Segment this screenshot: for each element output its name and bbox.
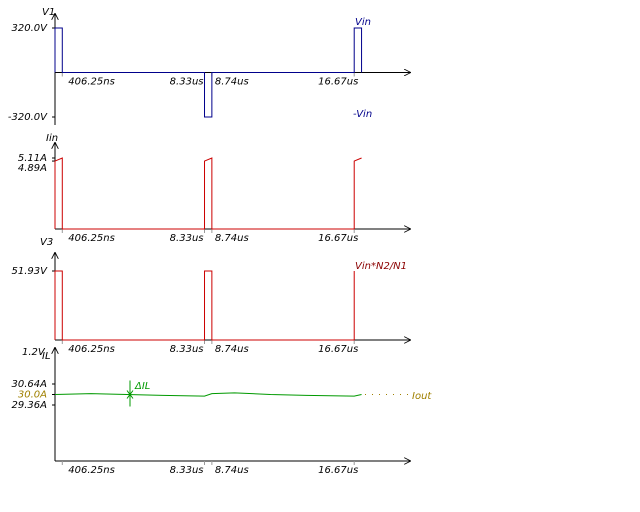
x-tick-label: 8.33us <box>170 233 204 244</box>
y-axis-label: V1 <box>42 7 55 18</box>
x-tick-label: 8.33us <box>170 465 204 476</box>
waveform <box>54 270 355 341</box>
x-tick-label: 406.25ns <box>68 465 115 476</box>
y-tick-label: 30.0A <box>18 390 47 401</box>
x-tick-label: 406.25ns <box>68 77 115 88</box>
scale-label: 1.2V <box>22 347 46 358</box>
x-tick-label: 8.74us <box>215 465 249 476</box>
y-axis-label: IL <box>42 351 51 362</box>
waveform <box>54 157 362 230</box>
x-tick-label: 8.74us <box>215 233 249 244</box>
y-axis-label: Iin <box>46 133 58 144</box>
annotation: Iout <box>412 391 432 402</box>
x-tick-label: 406.25ns <box>68 344 115 355</box>
x-tick-label: 16.67us <box>318 77 358 88</box>
y-tick-label: 29.36A <box>12 400 48 411</box>
y-tick-label: 5.11A <box>18 153 47 164</box>
x-tick-label: 406.25ns <box>68 233 115 244</box>
y-tick-label: 51.93V <box>12 266 49 277</box>
waveform <box>54 27 363 118</box>
x-tick-label: 16.67us <box>318 465 358 476</box>
y-tick-label: 320.0V <box>12 23 49 34</box>
x-tick-label: 16.67us <box>318 344 358 355</box>
y-tick-label: -320.0V <box>8 112 48 123</box>
y-axis-label: V3 <box>40 237 53 248</box>
y-tick-label: 30.64A <box>12 379 48 390</box>
x-tick-label: 8.33us <box>170 77 204 88</box>
waveform <box>54 392 362 397</box>
x-tick-label: 8.74us <box>215 344 249 355</box>
annotation: Vin*N2/N1 <box>355 261 407 272</box>
annotation: ΔIL <box>134 381 150 392</box>
annotation: -Vin <box>353 109 372 120</box>
delta-arrows <box>126 390 134 399</box>
annotation: Vin <box>355 17 371 28</box>
x-tick-label: 8.74us <box>215 77 249 88</box>
y-tick-label: 4.89A <box>18 163 47 174</box>
x-tick-label: 16.67us <box>318 233 358 244</box>
x-tick-label: 8.33us <box>170 344 204 355</box>
